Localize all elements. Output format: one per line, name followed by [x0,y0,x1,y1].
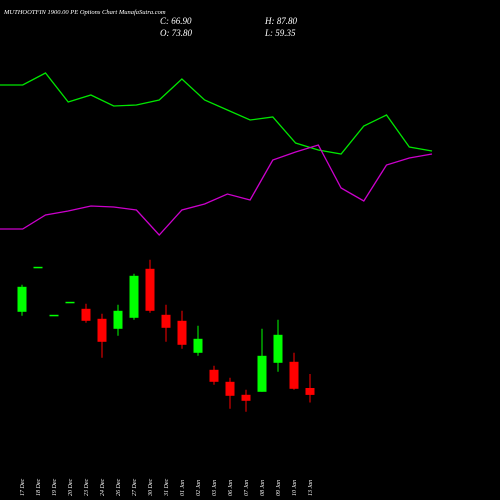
low-label: L: 59.35 [264,28,296,38]
x-tick-label: 06 Jan [228,480,234,496]
candle-body [129,275,139,318]
close-label: C: 66.90 [160,16,192,26]
candle-body [65,301,75,304]
indicator-line [0,144,433,236]
x-tick-label: 09 Jan [276,480,282,496]
x-tick-label: 08 Jan [260,480,266,496]
candle-body [241,394,251,401]
x-tick-label: 31 Dec [164,479,170,497]
indicator-line [0,72,433,155]
x-tick-label: 20 Dec [68,479,74,496]
candle-body [113,310,123,329]
candle-body [289,361,299,389]
x-tick-label: 03 Jan [212,480,218,496]
open-label: O: 73.80 [160,28,192,38]
candle-body [145,268,155,311]
high-label: H: 87.80 [264,16,297,26]
candle-body [177,320,187,345]
x-tick-label: 23 Dec [84,479,90,496]
candle-body [81,308,91,321]
x-tick-label: 27 Dec [132,479,138,496]
x-tick-label: 17 Dec [20,479,26,496]
x-tick-label: 24 Dec [99,479,106,496]
x-tick-label: 18 Dec [36,479,42,496]
candle-body [193,338,203,353]
candle-body [97,318,107,342]
candle-body [273,334,283,363]
x-tick-label: 26 Dec [116,479,122,496]
chart-title: MUTHOOTFIN 1900.00 PE Options Chart Muna… [3,9,166,16]
candle-body [225,381,235,396]
candle-body [17,286,27,312]
candle-body [161,314,171,328]
x-tick-label: 10 Jan [292,480,298,496]
x-tick-label: 07 Jan [244,480,250,496]
x-tick-label: 13 Jan [308,480,314,496]
candle-body [209,369,219,382]
candle-body [305,388,315,395]
x-tick-label: 01 Jan [180,480,186,496]
candle-body [33,266,43,269]
x-tick-label: 02 Jan [196,480,202,496]
x-tick-label: 30 Dec [148,479,154,497]
x-tick-label: 19 Dec [52,479,58,496]
candle-body [49,314,59,317]
candle-body [257,355,267,392]
